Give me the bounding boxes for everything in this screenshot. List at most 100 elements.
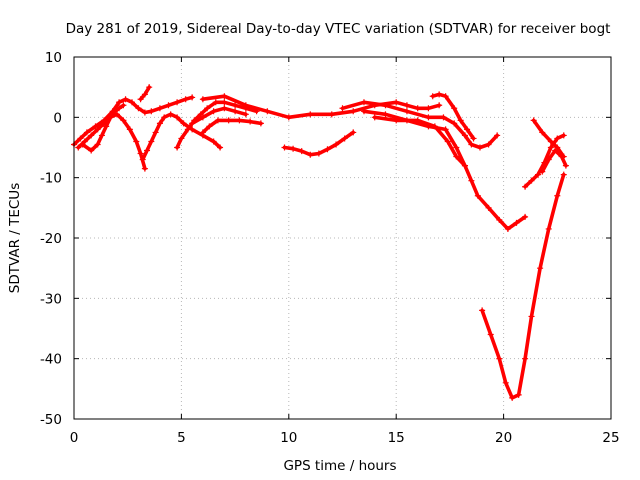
- data-point: [128, 99, 135, 106]
- series-track-9: [199, 93, 443, 121]
- data-point: [232, 108, 239, 115]
- x-tick-label: 15: [388, 430, 405, 446]
- data-point: [513, 219, 520, 226]
- data-point: [199, 129, 206, 136]
- data-point: [217, 144, 224, 151]
- data-point: [75, 144, 82, 151]
- y-tick-label: -30: [40, 291, 62, 307]
- data-point: [509, 394, 516, 401]
- data-point: [148, 108, 155, 115]
- data-point: [98, 132, 105, 139]
- data-point: [502, 379, 509, 386]
- data-point: [189, 94, 196, 101]
- series-track-6: [174, 99, 260, 151]
- data-point: [528, 177, 535, 184]
- series-track-12: [360, 108, 529, 232]
- data-point: [554, 192, 561, 199]
- data-point: [528, 313, 535, 320]
- plot-frame: [73, 56, 612, 420]
- data-point: [148, 138, 155, 145]
- y-tick-label: -50: [40, 412, 62, 428]
- data-point: [453, 144, 460, 151]
- data-point: [487, 331, 494, 338]
- data-point: [77, 135, 84, 142]
- data-point: [199, 114, 206, 121]
- data-point: [468, 177, 475, 184]
- data-point: [554, 144, 561, 151]
- data-point: [257, 120, 264, 127]
- y-tick-label: -20: [40, 231, 62, 247]
- y-tick-label: -40: [40, 352, 62, 368]
- data-point: [107, 114, 114, 121]
- data-point: [453, 153, 460, 160]
- data-point: [79, 141, 86, 148]
- data-point: [425, 105, 432, 112]
- data-point: [534, 171, 541, 178]
- data-point: [414, 117, 421, 124]
- data-point: [429, 93, 436, 100]
- data-point: [554, 135, 561, 142]
- data-point: [94, 141, 101, 148]
- series-track-11: [339, 99, 501, 151]
- data-point: [451, 105, 458, 112]
- data-point: [522, 183, 529, 190]
- data-point: [562, 162, 569, 169]
- data-point: [545, 156, 552, 163]
- data-point: [328, 111, 335, 118]
- data-point: [403, 102, 410, 109]
- data-point: [545, 225, 552, 232]
- data-point: [324, 146, 331, 153]
- data-point: [141, 165, 148, 172]
- data-point: [442, 126, 449, 133]
- data-point: [298, 148, 305, 155]
- data-point: [470, 135, 477, 142]
- data-point: [474, 192, 481, 199]
- data-point: [464, 126, 471, 133]
- y-axis-label: SDTVAR / TECUs: [7, 183, 23, 293]
- data-point: [461, 132, 468, 139]
- data-point: [204, 105, 211, 112]
- data-series: [71, 84, 569, 401]
- data-point: [184, 126, 191, 133]
- data-point: [476, 144, 483, 151]
- data-point: [221, 99, 228, 106]
- data-point: [139, 156, 146, 163]
- data-point: [333, 141, 340, 148]
- tick-labels: 0 5 10 15 20 25 10 0 -10 -20 -30 -40 -50: [40, 50, 620, 446]
- data-point: [197, 111, 204, 118]
- data-point: [210, 108, 217, 115]
- chart-title: Day 281 of 2019, Sidereal Day-to-day VTE…: [66, 21, 611, 37]
- data-point: [189, 120, 196, 127]
- data-point: [307, 111, 314, 118]
- data-point: [242, 102, 249, 109]
- data-point: [144, 147, 151, 154]
- data-point: [504, 225, 511, 232]
- data-point: [414, 105, 421, 112]
- data-point: [393, 99, 400, 106]
- data-point: [137, 150, 144, 157]
- data-point: [206, 123, 213, 130]
- y-tick-label: 0: [53, 110, 62, 126]
- data-point: [247, 118, 254, 125]
- data-point: [457, 117, 464, 124]
- data-point: [468, 141, 475, 148]
- series-track-10: [281, 129, 357, 158]
- data-point: [444, 138, 451, 145]
- data-point: [161, 114, 168, 121]
- data-point: [461, 162, 468, 169]
- y-tick-label: -10: [40, 171, 62, 187]
- data-point: [264, 108, 271, 115]
- data-point: [81, 138, 88, 145]
- data-point: [281, 144, 288, 151]
- data-point: [522, 355, 529, 362]
- data-point: [537, 265, 544, 272]
- series-track-18: [539, 147, 569, 175]
- data-point: [88, 147, 95, 154]
- data-point: [522, 213, 529, 220]
- series-track-17: [530, 117, 567, 160]
- data-point: [212, 99, 219, 106]
- data-point: [442, 93, 449, 100]
- data-point: [360, 99, 367, 106]
- series-track-5: [137, 84, 153, 103]
